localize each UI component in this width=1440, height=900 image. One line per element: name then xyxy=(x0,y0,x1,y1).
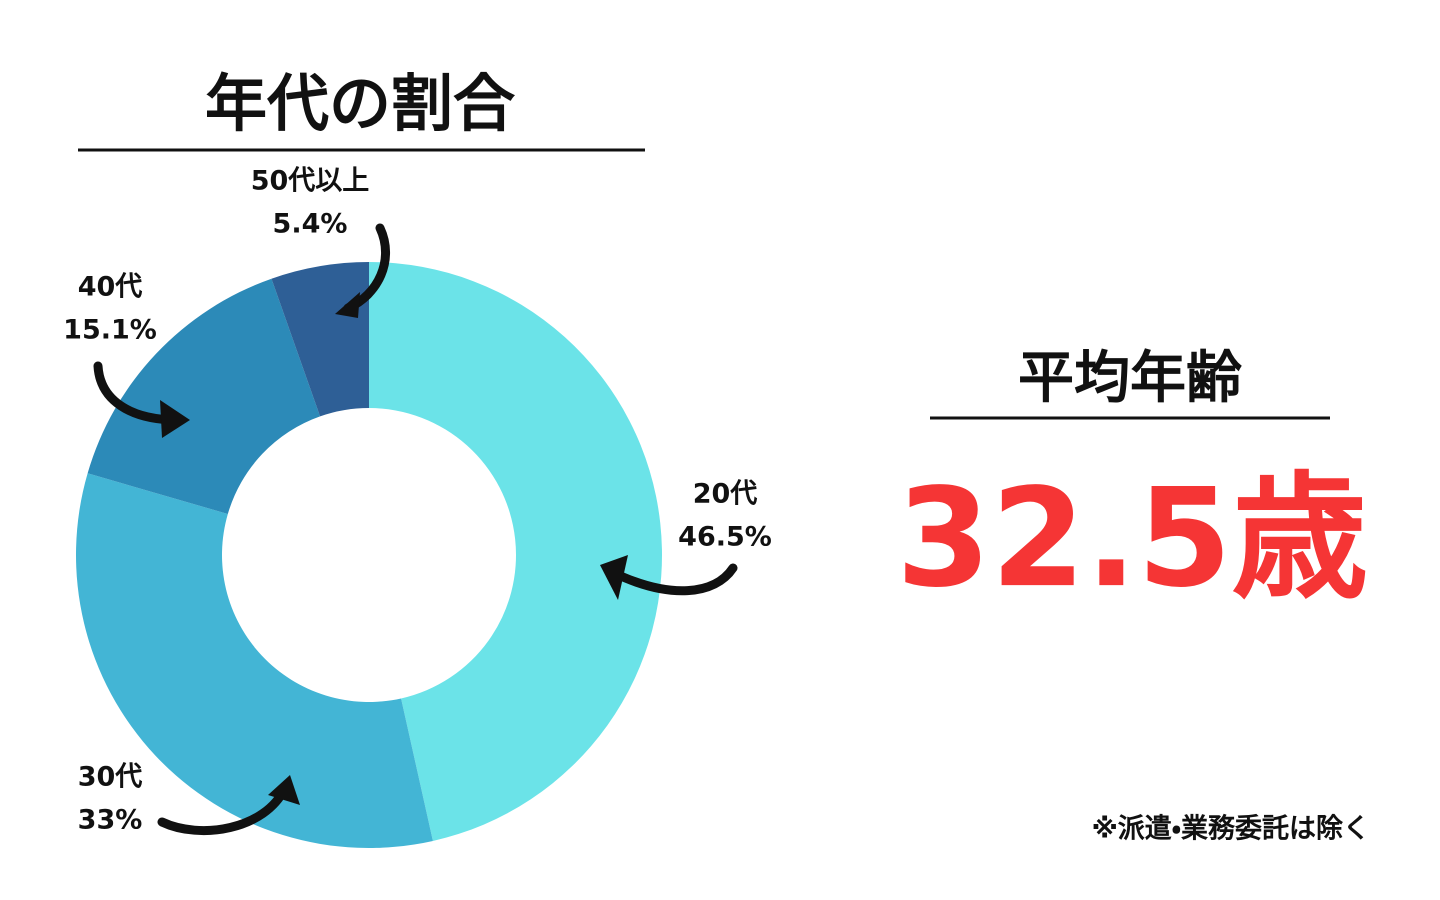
chart-title: 年代の割合 xyxy=(205,67,516,140)
arrow-head xyxy=(160,400,190,438)
average-age-value: 32.5歳 xyxy=(896,460,1368,618)
category-label: 30代 xyxy=(78,762,143,793)
arrow xyxy=(157,783,290,836)
value-label: 33% xyxy=(78,805,143,836)
value-label: 5.4% xyxy=(273,209,348,240)
category-label: 40代 xyxy=(78,272,143,303)
arrow-head xyxy=(268,775,300,805)
average-age-title: 平均年齢 xyxy=(1018,346,1242,411)
donut-segment xyxy=(369,262,662,841)
value-label: 15.1% xyxy=(63,315,157,346)
donut xyxy=(75,262,662,848)
donut-segment xyxy=(75,473,433,848)
footnote: ※派遣・業務委託は除く xyxy=(1092,814,1370,845)
category-label: 20代 xyxy=(693,479,758,510)
arrow-head xyxy=(335,292,360,318)
arrow-head xyxy=(600,555,628,600)
donut-segment xyxy=(87,278,321,514)
value-label: 46.5% xyxy=(678,522,772,553)
arrows xyxy=(93,223,738,836)
category-label: 50代以上 xyxy=(251,166,370,197)
donut-segment xyxy=(271,262,369,417)
arrow xyxy=(607,563,738,596)
